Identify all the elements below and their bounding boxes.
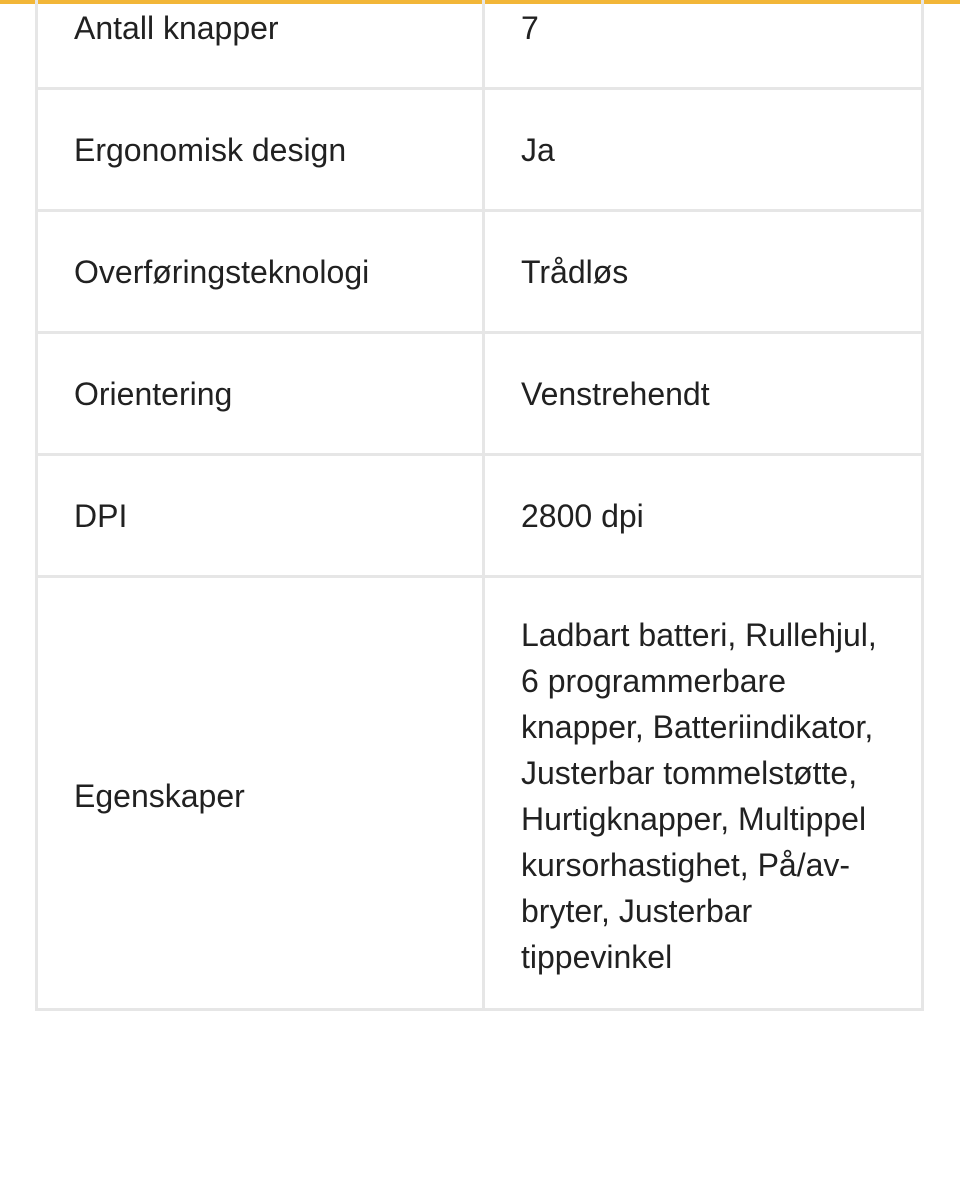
spec-value: 2800 dpi — [482, 453, 924, 578]
specs-table: Antall knapper 7 Ergonomisk design Ja Ov… — [35, 0, 924, 1011]
spec-value: 7 — [482, 0, 924, 90]
table-row: Egenskaper Ladbart batteri, Rullehjul, 6… — [35, 575, 924, 1011]
spec-label: Overføringsteknologi — [35, 209, 485, 334]
spec-value: Ladbart batteri, Rullehjul, 6 programmer… — [482, 575, 924, 1011]
spec-label: DPI — [35, 453, 485, 578]
table-row: DPI 2800 dpi — [35, 453, 924, 578]
spec-label: Ergonomisk design — [35, 87, 485, 212]
spec-label: Egenskaper — [35, 575, 485, 1011]
spec-value: Venstrehendt — [482, 331, 924, 456]
spec-value: Ja — [482, 87, 924, 212]
table-row: Ergonomisk design Ja — [35, 87, 924, 212]
spec-label: Orientering — [35, 331, 485, 456]
table-row: Orientering Venstrehendt — [35, 331, 924, 456]
table-row: Antall knapper 7 — [35, 0, 924, 90]
spec-label: Antall knapper — [35, 0, 485, 90]
spec-value: Trådløs — [482, 209, 924, 334]
table-row: Overføringsteknologi Trådløs — [35, 209, 924, 334]
